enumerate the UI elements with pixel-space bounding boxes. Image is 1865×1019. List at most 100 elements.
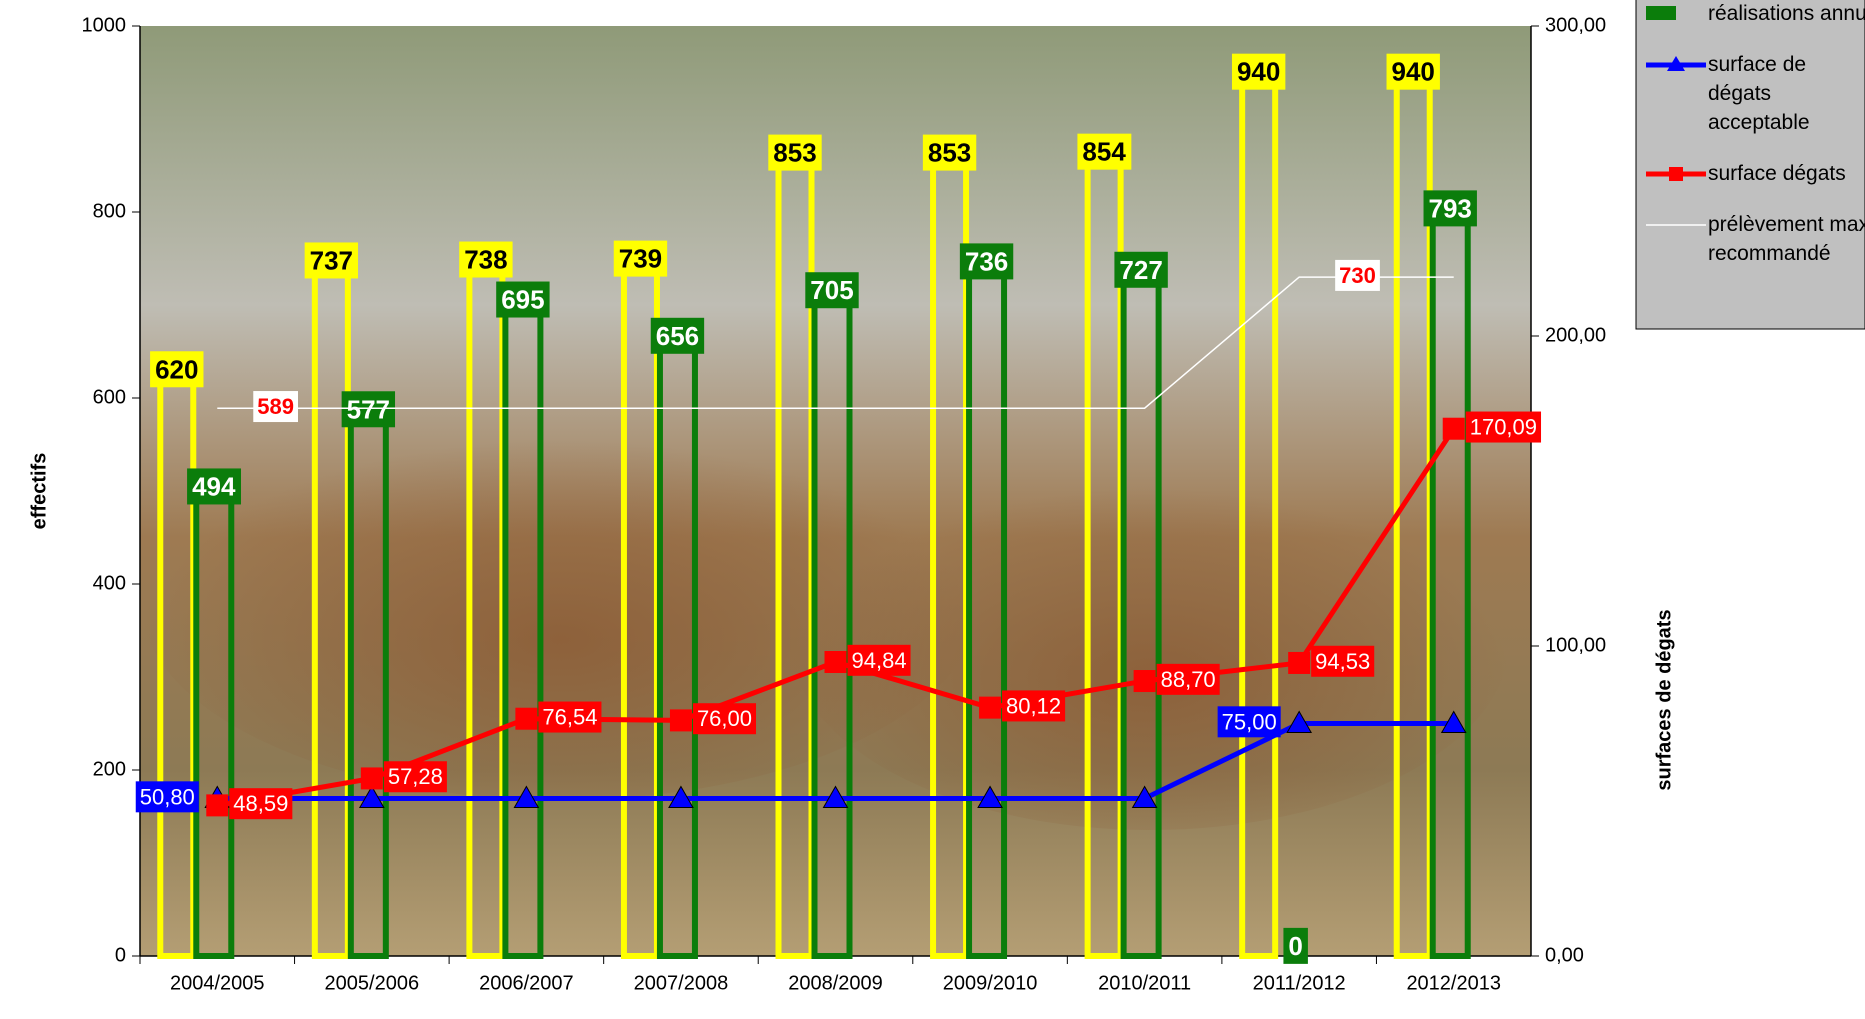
marker (206, 794, 229, 817)
data-label-box (1002, 690, 1066, 722)
data-label: 94,84 (852, 648, 907, 673)
data-label-box (1114, 251, 1168, 288)
data-label-box (135, 781, 199, 813)
data-label: 76,00 (697, 706, 752, 731)
data-label: 80,12 (1006, 693, 1061, 718)
marker (822, 785, 849, 809)
marker (1288, 651, 1311, 674)
data-label-box (1231, 53, 1286, 90)
y-tick-label: 0 (115, 944, 126, 966)
data-label-box (922, 134, 977, 171)
x-tick-label: 2008/2009 (788, 972, 883, 994)
data-label: 705 (810, 275, 853, 305)
y2-tick-label: 300,00 (1545, 14, 1606, 36)
y-tick-label: 200 (93, 758, 126, 780)
marker (824, 650, 847, 673)
data-label-box (768, 134, 822, 171)
data-label: 853 (773, 138, 816, 168)
marker (669, 709, 692, 732)
data-label: 739 (619, 244, 662, 274)
data-label-box (1386, 53, 1440, 90)
data-label-box (1465, 411, 1542, 443)
data-label: 737 (310, 245, 353, 275)
data-label: 656 (656, 321, 699, 351)
marker (979, 696, 1002, 719)
data-label-box (496, 281, 550, 318)
marker (358, 785, 385, 809)
y-axis-label: effectifs (28, 453, 50, 530)
data-label-box (459, 241, 513, 278)
data-label-box (847, 644, 911, 676)
data-label: 48,59 (233, 791, 288, 816)
x-tick-label: 2007/2008 (634, 972, 729, 994)
data-label-box (538, 701, 602, 733)
legend-swatch (1646, 6, 1676, 20)
data-label: 730 (1339, 263, 1376, 288)
marker (668, 785, 694, 809)
marker (1133, 670, 1156, 693)
data-label: 0 (1288, 931, 1302, 961)
y2-tick-label: 100,00 (1545, 634, 1606, 656)
data-label: 853 (928, 138, 971, 168)
y-tick-label: 800 (93, 200, 126, 222)
data-label: 88,70 (1161, 667, 1216, 692)
y-tick-label: 600 (93, 386, 126, 408)
data-label-box (341, 391, 396, 428)
y-tick-label: 1000 (82, 14, 127, 36)
marker (360, 767, 383, 790)
legend-marker (1669, 167, 1683, 181)
data-label: 854 (1082, 137, 1126, 167)
marker (1131, 785, 1158, 809)
marker (1440, 710, 1467, 733)
x-tick-label: 2011/2012 (1253, 972, 1346, 994)
y2-tick-label: 200,00 (1545, 324, 1606, 346)
data-label-box (613, 240, 668, 277)
data-label-box (187, 468, 242, 505)
marker (1442, 417, 1465, 440)
data-label: 577 (347, 394, 390, 424)
data-label-box (253, 391, 298, 423)
data-label: 736 (965, 246, 1008, 276)
marker (977, 785, 1003, 809)
data-label: 94,53 (1315, 649, 1370, 674)
legend-label: réalisations annuelles (1708, 2, 1865, 25)
y2-tick-label: 0,00 (1545, 944, 1584, 966)
data-label: 727 (1119, 255, 1162, 285)
legend-label: surface dégats (1708, 162, 1846, 185)
data-label: 589 (257, 394, 294, 419)
y-tick-label: 400 (93, 572, 126, 594)
data-label: 940 (1392, 57, 1435, 87)
data-label: 170,09 (1470, 415, 1537, 440)
data-label-box (1077, 133, 1132, 170)
data-label: 620 (155, 354, 198, 384)
data-label-box (1283, 927, 1308, 964)
data-label: 75,00 (1222, 709, 1277, 734)
legend (1635, 0, 1865, 330)
data-label-box (1156, 663, 1220, 695)
x-tick-label: 2012/2013 (1406, 972, 1501, 994)
data-label-box (1311, 645, 1375, 677)
data-label-box (229, 788, 293, 820)
marker (515, 707, 538, 730)
data-label-box (650, 317, 705, 354)
data-label: 50,80 (140, 784, 195, 809)
data-label: 494 (192, 471, 236, 501)
y2-axis-label: surfaces de dégats (1653, 609, 1675, 790)
data-label-box (383, 761, 447, 793)
data-label: 695 (501, 285, 544, 315)
legend-label: surface de dégats acceptable (1708, 53, 1810, 134)
line (217, 276, 1454, 409)
data-label-box (959, 243, 1014, 280)
data-label-box (150, 351, 204, 388)
x-tick-label: 2010/2011 (1098, 972, 1191, 994)
data-label-box (692, 703, 757, 735)
data-label-box (304, 242, 359, 279)
x-tick-label: 2004/2005 (170, 972, 265, 994)
data-label-box (1335, 259, 1380, 291)
marker (513, 785, 540, 809)
x-tick-label: 2005/2006 (325, 972, 420, 994)
data-label-box (1217, 706, 1281, 738)
data-label: 57,28 (388, 764, 443, 789)
data-label: 76,54 (542, 705, 597, 730)
